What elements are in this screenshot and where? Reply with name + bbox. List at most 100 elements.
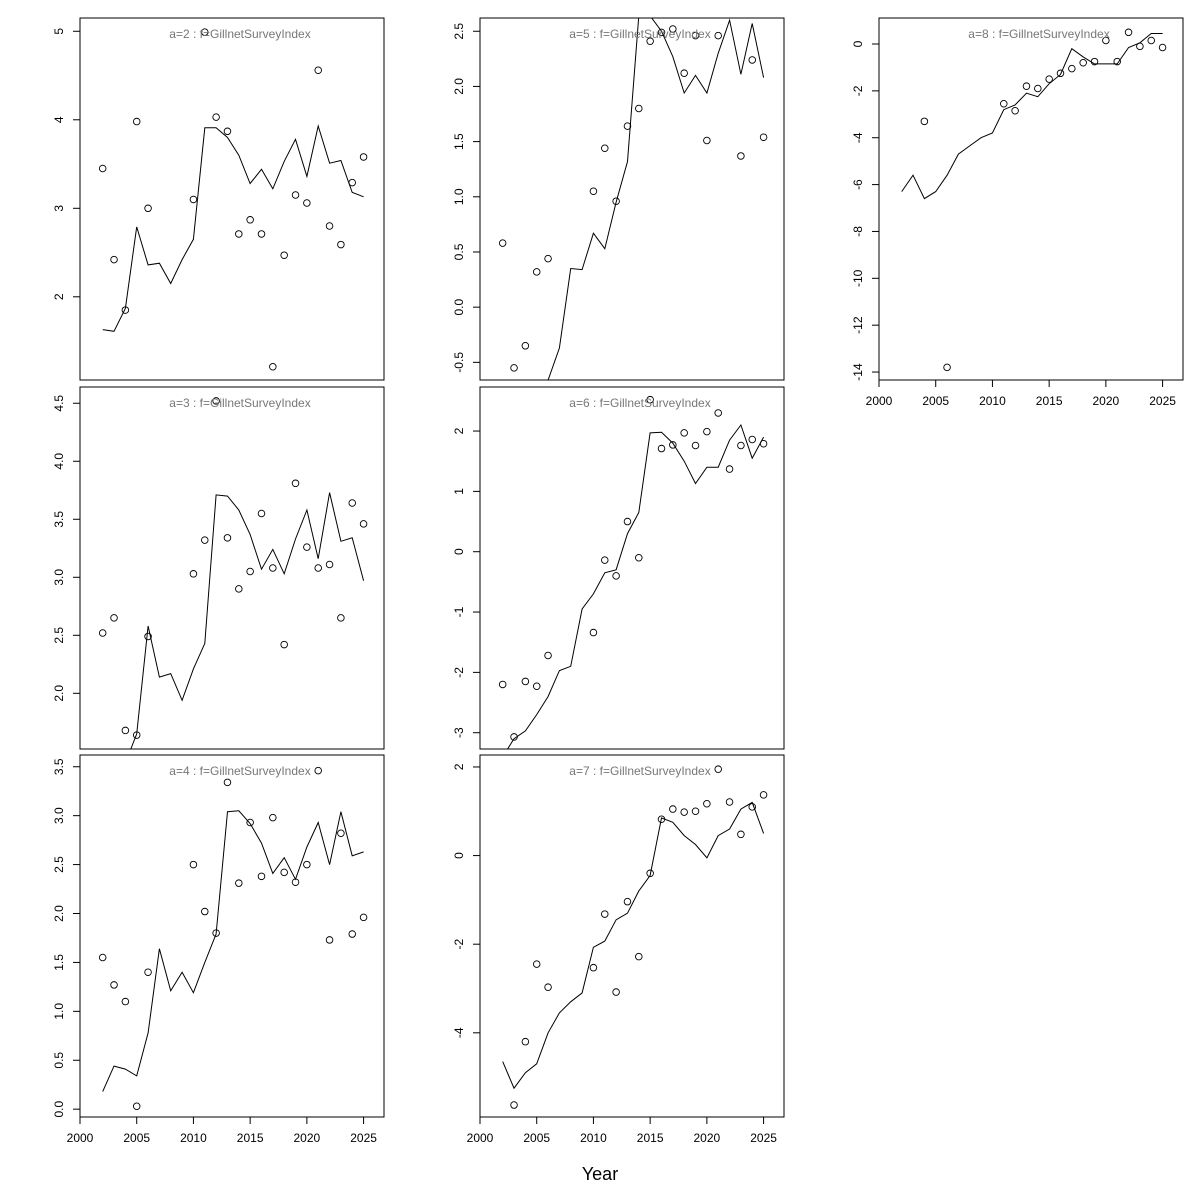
observed-point [325,560,334,569]
plot-area [901,28,1167,372]
observed-point [657,815,666,823]
y-tick-label: 0.5 [452,243,466,260]
observed-point [703,427,711,436]
y-tick-label: 2.5 [452,23,466,40]
observed-point [510,1101,518,1109]
observed-point [303,199,311,207]
observed-point [121,726,130,735]
x-tick-label: 2015 [637,1131,664,1145]
observed-point [337,614,345,622]
observed-point [1011,107,1019,115]
panel-title: a=7 : f=GillnetSurveyIndex [569,764,710,778]
observed-point [612,572,620,580]
observed-point [737,830,745,839]
y-tick-label: 1 [452,488,466,495]
observed-point [359,913,368,922]
plot-area [98,28,368,371]
observed-point [1090,57,1099,66]
observed-point [144,968,152,976]
observed-point [726,3,733,10]
observed-point [110,614,118,622]
observed-point [348,930,356,938]
observed-point [691,441,700,450]
observed-point [110,981,118,989]
observed-point [1034,84,1042,93]
observed-point [291,191,300,199]
observed-point [359,153,368,161]
observed-point [623,897,632,906]
observed-point [635,952,643,961]
observed-point [269,813,277,822]
observed-point [269,362,277,371]
observed-point [1068,64,1076,73]
y-tick-label: -2 [452,667,466,678]
fit-line [901,33,1163,200]
observed-point [623,517,632,526]
observed-point [646,37,654,45]
observed-point [1136,42,1144,51]
observed-point [669,441,677,449]
x-tick-label: 2000 [67,1131,94,1145]
observed-point [589,187,598,196]
y-tick-label: -10 [851,269,865,287]
observed-point [498,239,507,247]
observed-point [1147,36,1155,45]
y-tick-label: -2 [452,939,466,950]
panel-title: a=3 : f=GillnetSurveyIndex [169,396,310,410]
y-tick-label: 0.0 [452,298,466,315]
y-tick-label: 0.0 [52,1101,66,1118]
panel-title: a=5 : f=GillnetSurveyIndex [569,27,710,41]
x-tick-label: 2025 [750,1131,777,1145]
observed-point [544,651,552,660]
observed-point [498,680,507,689]
observed-point [714,765,722,773]
observed-point [691,31,700,40]
observed-point [212,397,220,405]
observed-point [1045,75,1053,83]
observed-point [246,818,254,827]
observed-point [521,342,530,350]
observed-point [612,197,620,205]
fit-line [502,801,765,1090]
observed-point [691,807,700,816]
observed-point [759,791,768,799]
observed-point [223,534,232,542]
observed-point [737,441,745,450]
observed-point [325,222,334,230]
observed-point [212,113,220,121]
y-tick-label: 3.5 [52,758,66,775]
panel-title: a=4 : f=GillnetSurveyIndex [169,764,310,778]
y-tick-label: 2.5 [52,856,66,873]
y-tick-label: 3 [52,205,66,212]
observed-point [748,803,756,811]
observed-point [510,733,518,741]
observed-point [201,536,209,544]
observed-point [680,429,688,437]
observed-point [646,869,654,878]
observed-point [601,556,609,564]
observed-point [680,808,688,816]
panel-title: a=8 : f=GillnetSurveyIndex [968,27,1109,41]
y-tick-label: 3.5 [52,511,66,528]
observed-point [737,152,745,160]
y-tick-label: -2 [851,85,865,96]
x-tick-label: 2015 [237,1131,264,1145]
x-tick-label: 2005 [123,1131,150,1145]
observed-point [748,435,756,444]
plot-area [498,395,768,749]
observed-point [544,254,552,263]
panel-title: a=2 : f=GillnetSurveyIndex [169,27,310,41]
observed-point [280,868,288,877]
observed-point [669,25,677,33]
observed-point [703,136,711,145]
observed-point [612,988,620,996]
y-tick-label: -3 [452,727,466,738]
observed-point [144,204,152,213]
observed-point [920,117,929,126]
x-tick-label: 2025 [1149,394,1176,408]
observed-point [280,251,288,259]
observed-point [303,860,311,869]
observed-point [1113,57,1121,66]
observed-point [314,564,322,572]
observed-point [601,910,609,918]
